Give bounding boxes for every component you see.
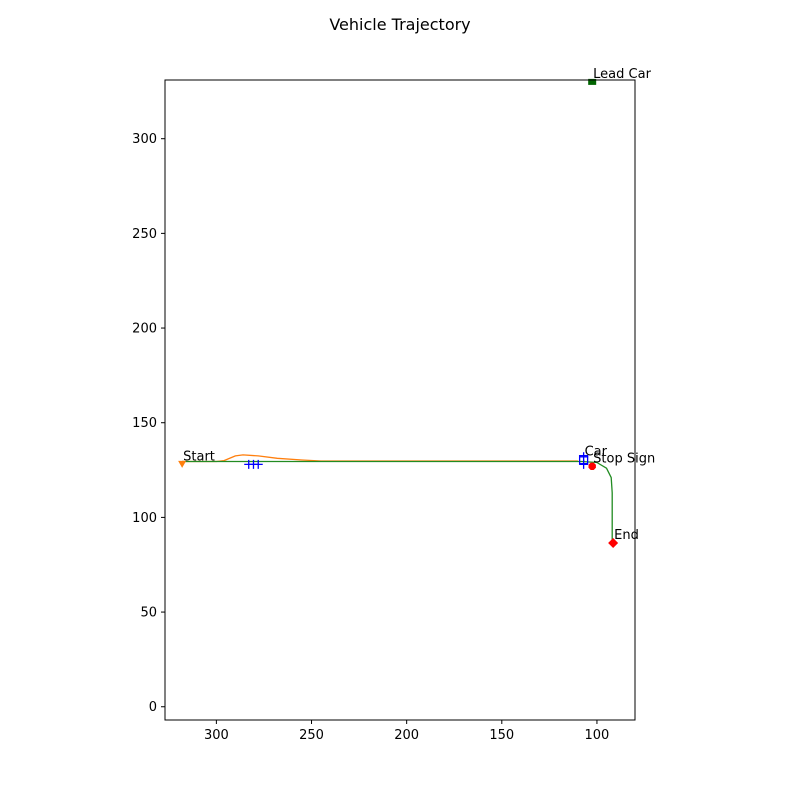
plot-frame xyxy=(164,79,636,721)
series-layer xyxy=(182,454,613,542)
axes-layer: 300 250 200 150 100 0 50 100 150 200 250 300 xyxy=(132,79,636,743)
series-line-1 xyxy=(182,460,613,542)
car-label: Car xyxy=(585,445,608,460)
lead-car-marker xyxy=(588,78,597,85)
y-tick-label: 150 xyxy=(132,416,157,431)
x-tick-label: 300 xyxy=(204,728,229,743)
x-tick-label: 250 xyxy=(299,728,324,743)
y-tick-label: 100 xyxy=(132,511,157,526)
y-tick-label: 0 xyxy=(149,700,157,715)
car-marker xyxy=(578,454,589,465)
y-tick-label: 50 xyxy=(140,606,157,621)
x-tick-label: 100 xyxy=(585,728,610,743)
stop-sign-marker xyxy=(588,462,596,470)
waypoint-marker xyxy=(579,452,589,462)
stop-sign-label: Stop Sign xyxy=(593,451,655,466)
lead-car-label: Lead Car xyxy=(593,67,651,82)
chart-title: Vehicle Trajectory xyxy=(329,15,470,34)
y-tick-label: 250 xyxy=(132,227,157,242)
end-marker xyxy=(608,537,619,548)
end-label: End xyxy=(614,528,639,543)
y-tick-label: 200 xyxy=(132,322,157,337)
waypoint-marker xyxy=(579,459,589,469)
start-marker xyxy=(178,460,187,468)
x-tick-label: 200 xyxy=(394,728,419,743)
waypoint-marker xyxy=(253,459,263,469)
start-label: Start xyxy=(183,449,215,464)
x-tick-label: 150 xyxy=(489,728,514,743)
series-line-0 xyxy=(182,454,578,463)
y-tick-label: 300 xyxy=(132,132,157,147)
